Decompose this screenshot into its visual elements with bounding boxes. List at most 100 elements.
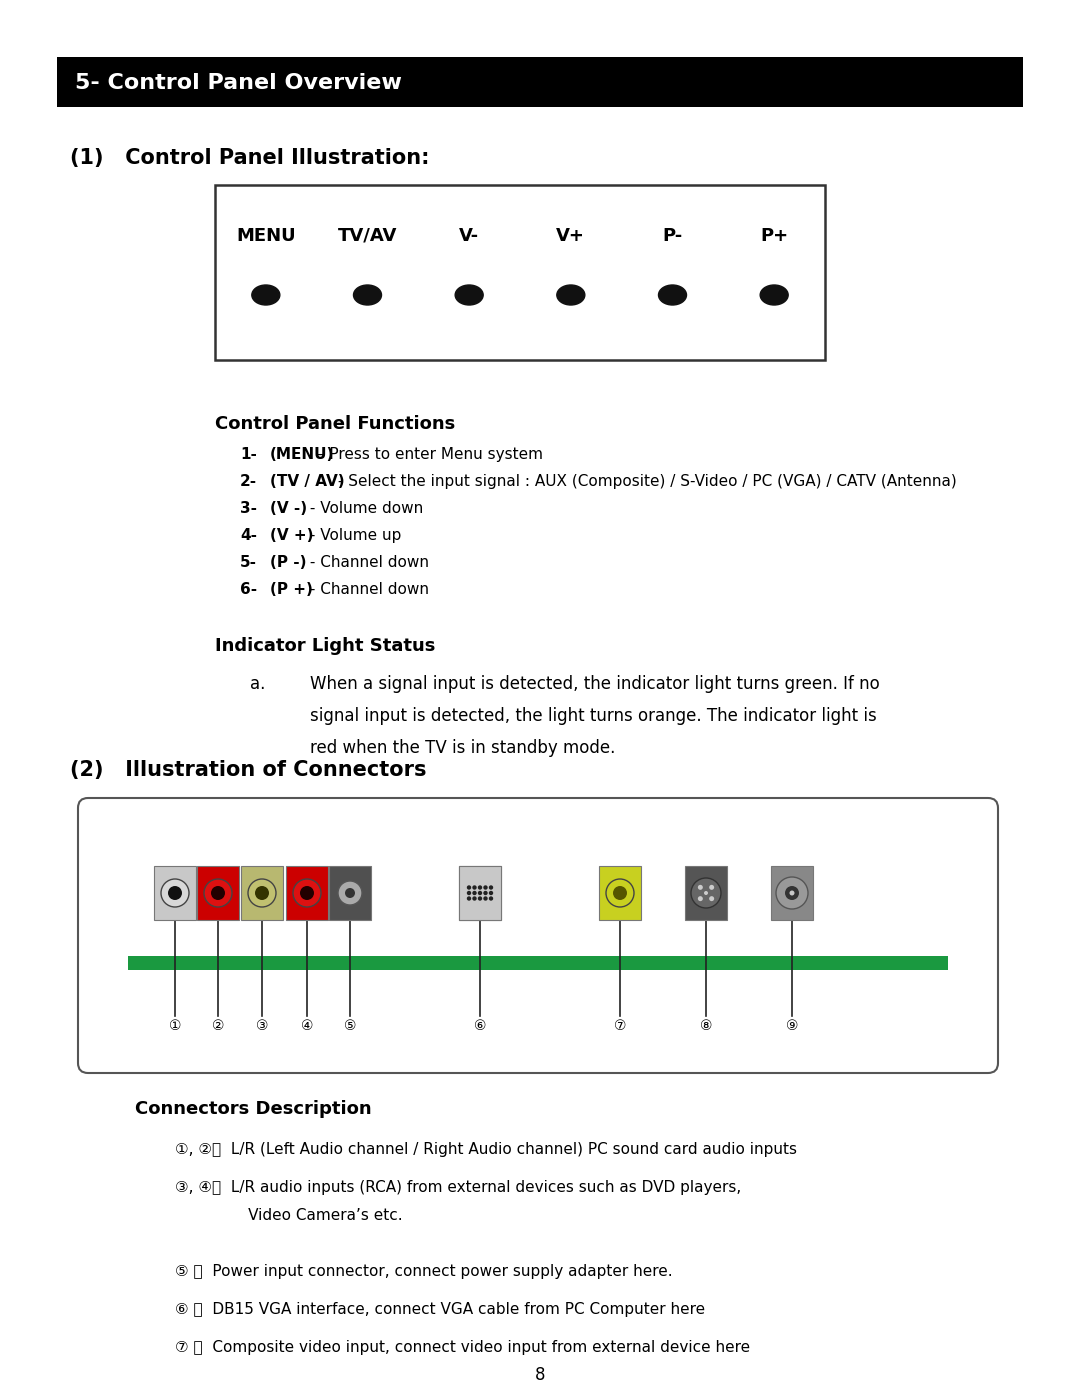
Circle shape [698, 895, 703, 901]
Text: P+: P+ [760, 226, 788, 244]
Text: (P +): (P +) [270, 583, 313, 597]
Circle shape [489, 891, 494, 895]
Circle shape [472, 897, 476, 901]
Text: red when the TV is in standby mode.: red when the TV is in standby mode. [310, 739, 616, 757]
Ellipse shape [760, 285, 788, 305]
Text: 5-: 5- [240, 555, 257, 570]
Circle shape [710, 895, 714, 901]
Circle shape [472, 886, 476, 890]
Text: 5- Control Panel Overview: 5- Control Panel Overview [75, 73, 402, 94]
Circle shape [489, 886, 494, 890]
Text: P-: P- [662, 226, 683, 244]
Bar [771, 866, 813, 921]
Text: MENU: MENU [237, 226, 296, 244]
Text: TV/AV: TV/AV [338, 226, 397, 244]
Text: (2)   Illustration of Connectors: (2) Illustration of Connectors [70, 760, 427, 780]
Circle shape [467, 891, 471, 895]
Text: ③, ④：  L/R audio inputs (RCA) from external devices such as DVD players,: ③, ④： L/R audio inputs (RCA) from extern… [175, 1180, 741, 1194]
Text: – Press to enter Menu system: – Press to enter Menu system [312, 447, 543, 462]
Text: ⑤ ：  Power input connector, connect power supply adapter here.: ⑤ ： Power input connector, connect power… [175, 1264, 673, 1280]
Text: ⑥ ：  DB15 VGA interface, connect VGA cable from PC Computer here: ⑥ ： DB15 VGA interface, connect VGA cabl… [175, 1302, 705, 1317]
Text: ⑦ ：  Composite video input, connect video input from external device here: ⑦ ： Composite video input, connect video… [175, 1340, 751, 1355]
Text: ②: ② [212, 1018, 225, 1032]
Ellipse shape [252, 285, 280, 305]
Text: V+: V+ [556, 226, 585, 244]
Text: 2-: 2- [240, 474, 257, 489]
Text: - Volume down: - Volume down [305, 502, 423, 515]
Circle shape [293, 879, 321, 907]
Circle shape [477, 891, 482, 895]
Circle shape [248, 879, 276, 907]
Bar [57, 57, 1023, 108]
Bar [599, 866, 642, 921]
FancyBboxPatch shape [78, 798, 998, 1073]
Text: ⑥: ⑥ [474, 1018, 486, 1032]
Text: - Volume up: - Volume up [305, 528, 402, 543]
Text: ⑧: ⑧ [700, 1018, 712, 1032]
Text: ④: ④ [300, 1018, 313, 1032]
Text: ①, ②：  L/R (Left Audio channel / Right Audio channel) PC sound card audio inputs: ①, ②： L/R (Left Audio channel / Right Au… [175, 1141, 797, 1157]
Circle shape [704, 891, 708, 895]
Circle shape [606, 879, 634, 907]
Circle shape [255, 886, 269, 900]
Circle shape [300, 886, 314, 900]
Circle shape [489, 897, 494, 901]
Text: ⑤: ⑤ [343, 1018, 356, 1032]
Circle shape [211, 886, 225, 900]
Ellipse shape [659, 285, 687, 305]
Circle shape [613, 886, 627, 900]
Circle shape [477, 897, 482, 901]
Text: ①: ① [168, 1018, 181, 1032]
Bar [197, 866, 239, 921]
Circle shape [710, 884, 714, 890]
Text: - Channel down: - Channel down [305, 555, 429, 570]
Bar [215, 184, 825, 360]
Text: - Channel down: - Channel down [305, 583, 429, 597]
Bar [154, 866, 195, 921]
Bar [129, 956, 948, 970]
Text: Control Panel Functions: Control Panel Functions [215, 415, 456, 433]
Ellipse shape [455, 285, 483, 305]
Circle shape [691, 877, 721, 908]
Text: ⑦: ⑦ [613, 1018, 626, 1032]
Text: (V +): (V +) [270, 528, 313, 543]
Circle shape [472, 891, 476, 895]
Circle shape [345, 888, 355, 898]
Circle shape [161, 879, 189, 907]
Circle shape [484, 897, 488, 901]
Text: 8: 8 [535, 1366, 545, 1384]
Bar [459, 866, 501, 921]
Ellipse shape [353, 285, 381, 305]
Circle shape [338, 882, 362, 905]
Circle shape [168, 886, 183, 900]
Ellipse shape [557, 285, 585, 305]
Bar [459, 866, 501, 921]
Circle shape [785, 886, 799, 900]
Text: 3-: 3- [240, 502, 257, 515]
Bar [286, 866, 328, 921]
Text: 4-: 4- [240, 528, 257, 543]
Bar [685, 866, 727, 921]
Circle shape [484, 891, 488, 895]
Circle shape [204, 879, 232, 907]
Text: V-: V- [459, 226, 480, 244]
Circle shape [467, 897, 471, 901]
Text: - Select the input signal : AUX (Composite) / S-Video / PC (VGA) / CATV (Antenna: - Select the input signal : AUX (Composi… [333, 474, 957, 489]
Circle shape [484, 886, 488, 890]
Circle shape [777, 877, 808, 909]
Circle shape [467, 886, 471, 890]
Circle shape [698, 884, 703, 890]
Text: When a signal input is detected, the indicator light turns green. If no: When a signal input is detected, the ind… [310, 675, 880, 693]
Text: signal input is detected, the light turns orange. The indicator light is: signal input is detected, the light turn… [310, 707, 877, 725]
Text: a.: a. [249, 675, 266, 693]
Text: (MENU): (MENU) [270, 447, 335, 462]
Bar [241, 866, 283, 921]
Text: ③: ③ [256, 1018, 268, 1032]
Text: Video Camera’s etc.: Video Camera’s etc. [175, 1208, 403, 1222]
Text: Connectors Description: Connectors Description [135, 1099, 372, 1118]
Circle shape [789, 890, 795, 895]
Circle shape [477, 886, 482, 890]
Text: (P -): (P -) [270, 555, 307, 570]
Text: ⑨: ⑨ [786, 1018, 798, 1032]
Text: (TV / AV): (TV / AV) [270, 474, 345, 489]
